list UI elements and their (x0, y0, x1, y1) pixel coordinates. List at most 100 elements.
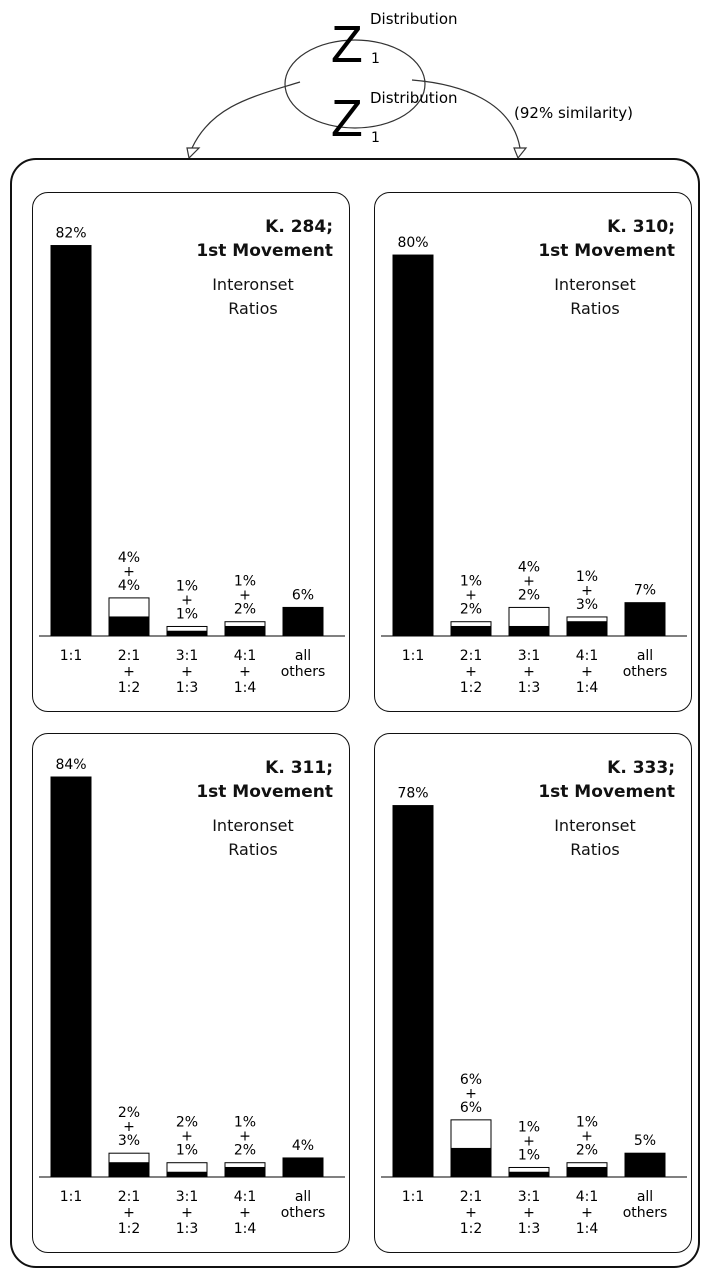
category-label: 1:3 (518, 1221, 541, 1237)
chart-title-line1: K. 333; (607, 758, 675, 778)
data-label: + (181, 592, 193, 608)
category-label: 1:4 (234, 680, 257, 696)
chart-svg: 78%1:16%+6%2:1+1:21%+1%3:1+1:31%+2%4:1+1… (381, 786, 687, 1237)
outer-frame (10, 158, 700, 1268)
category-label: + (465, 1205, 477, 1221)
category-label: + (181, 664, 193, 680)
data-label: 1% (518, 1147, 540, 1163)
bar-solid-0 (392, 805, 434, 1178)
chart-subtitle: Interonset Ratios (173, 814, 333, 862)
category-label: 1:2 (460, 1221, 483, 1237)
category-label: others (281, 664, 326, 680)
bar-solid-4 (624, 602, 666, 637)
data-label: 78% (397, 786, 428, 802)
overlap-ellipse (284, 39, 426, 129)
bar-solid-1 (450, 625, 492, 637)
subscript-2: 1 (371, 130, 380, 146)
category-label: 1:4 (576, 680, 599, 696)
data-label: + (465, 588, 477, 604)
chart-subtitle-line1: Interonset (554, 816, 636, 835)
category-label: 1:1 (402, 1189, 425, 1205)
arrowhead-right (513, 147, 528, 160)
data-label: + (523, 1133, 535, 1149)
bar-outline-2 (166, 1162, 208, 1173)
distribution-label-2: Distribution (370, 89, 458, 107)
bar-outline-1 (450, 621, 492, 627)
bar-solid-2 (166, 630, 208, 637)
bar-solid-3 (224, 625, 266, 637)
data-label: 6% (460, 1100, 482, 1116)
data-label: 1% (176, 606, 198, 622)
category-label: 1:1 (60, 648, 83, 664)
data-label: 6% (292, 587, 314, 603)
chart-title: K. 310; 1st Movement (538, 215, 675, 263)
chart-title-line2: 1st Movement (538, 782, 675, 802)
chart-svg: 84%1:12%+3%2:1+1:22%+1%3:1+1:31%+2%4:1+1… (39, 757, 345, 1237)
bar-outline-3 (224, 621, 266, 627)
category-label: all (637, 1189, 653, 1205)
chart-panel-k284: 82% 1:1 4% +4% 2:1 +1:2 1% +1% 3:1 +1:3 1% +2% 4:1 +1… (32, 192, 350, 712)
data-label: + (123, 1119, 135, 1135)
chart-svg: 82%1:14%+4%2:1+1:21%+1%3:1+1:31%+2%4:1+1… (39, 226, 345, 696)
data-label: 80% (397, 235, 428, 251)
category-label: 2:1 (118, 1189, 141, 1205)
bar-solid-1 (108, 616, 150, 637)
chart-subtitle: Interonset Ratios (173, 273, 333, 321)
category-label: + (523, 1205, 535, 1221)
data-label: 1% (576, 1115, 598, 1131)
bar-solid-2 (508, 625, 550, 637)
data-label: 4% (118, 550, 140, 566)
bar-solid-3 (566, 1166, 608, 1178)
bar-outline-1 (450, 1119, 492, 1149)
bar-solid-4 (624, 1152, 666, 1178)
connector-left (191, 81, 301, 149)
data-label: 2% (234, 602, 256, 618)
data-label: + (239, 588, 251, 604)
chart-panel-k333: 78% 1:1 6% +6% 2:1 +1:2 1% +1% 3:1 +1:3 1% +2% 4:1 +1… (374, 733, 692, 1253)
chart-title-line1: K. 284; (265, 217, 333, 237)
connector-right (411, 79, 521, 149)
bar-outline-3 (566, 616, 608, 623)
data-label: 3% (576, 597, 598, 613)
category-label: others (623, 1205, 668, 1221)
data-label: 2% (118, 1105, 140, 1121)
category-label: 4:1 (576, 648, 599, 664)
chart-subtitle: Interonset Ratios (515, 273, 675, 321)
bar-outline-2 (508, 606, 550, 627)
bar-solid-1 (108, 1162, 150, 1178)
category-label: 1:2 (118, 1221, 141, 1237)
category-label: 3:1 (518, 648, 541, 664)
category-label: 3:1 (176, 1189, 199, 1205)
data-label: 6% (460, 1072, 482, 1088)
data-label: 4% (518, 559, 540, 575)
similarity-label: (92% similarity) (514, 104, 633, 122)
category-label: 1:2 (460, 680, 483, 696)
data-label: 1% (460, 574, 482, 590)
data-label: + (523, 573, 535, 589)
chart-title: K. 311; 1st Movement (196, 756, 333, 804)
data-label: + (581, 1129, 593, 1145)
data-label: 4% (292, 1138, 314, 1154)
bar-outline-2 (508, 1166, 550, 1173)
chart-subtitle-line2: Ratios (228, 299, 278, 318)
bar-solid-0 (50, 776, 92, 1178)
data-label: 1% (234, 574, 256, 590)
category-label: + (239, 1205, 251, 1221)
category-label: all (295, 1189, 311, 1205)
bar-solid-2 (508, 1171, 550, 1178)
chart-panel-k311: 84% 1:1 2% +3% 2:1 +1:2 2% +1% 3:1 +1:3 1% +2% 4:1 +1… (32, 733, 350, 1253)
z-symbol-2: Z (331, 90, 363, 148)
bar-solid-2 (166, 1171, 208, 1178)
chart-svg: 80%1:11%+2%2:1+1:24%+2%3:1+1:31%+3%4:1+1… (381, 235, 687, 696)
data-label: 5% (634, 1133, 656, 1149)
data-label: 1% (576, 569, 598, 585)
chart-subtitle: Interonset Ratios (515, 814, 675, 862)
bar-solid-4 (282, 606, 324, 637)
chart-title-line1: K. 310; (607, 217, 675, 237)
chart-panel-k310: 80% 1:1 1% +2% 2:1 +1:2 4% +2% 3:1 +1:3 1% +3% 4:1 +1… (374, 192, 692, 712)
chart-subtitle-line1: Interonset (212, 816, 294, 835)
data-label: + (239, 1129, 251, 1145)
data-label: + (123, 564, 135, 580)
category-label: 1:1 (402, 648, 425, 664)
bar-solid-0 (392, 254, 434, 637)
